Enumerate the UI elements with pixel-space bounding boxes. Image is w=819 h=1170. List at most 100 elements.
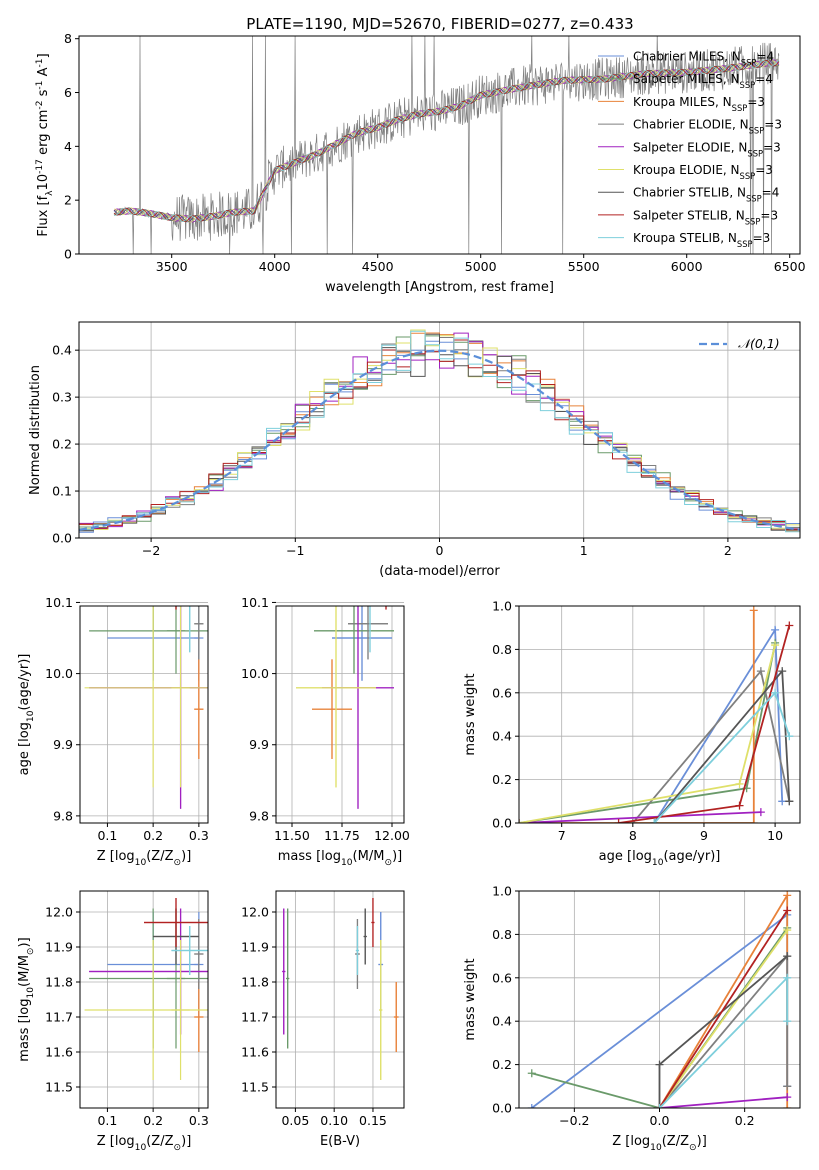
y-tick-label: 0.4 bbox=[52, 343, 72, 358]
weight-marker bbox=[783, 1093, 792, 1102]
weight-marker bbox=[749, 606, 758, 615]
mass_vs_Z-axes: 0.1 0.2 0.3 11.5 11.6 11.7 11.8 11.9 12.0 bbox=[45, 890, 209, 1128]
y-tick-label: 0.6 bbox=[492, 685, 512, 700]
weight-marker bbox=[527, 1104, 536, 1108]
x-axis-label: Z [log10(Z/Z⊙)] bbox=[97, 849, 192, 868]
legend-entry: Salpeter MILES, NSSP=4 bbox=[633, 72, 773, 90]
weight_vs_Z-axes: −0.2 0.0 0.2 0.0 0.2 0.4 0.6 0.8 1.0 bbox=[492, 884, 801, 1128]
x-tick-label: 4000 bbox=[259, 259, 291, 274]
legend-entry: Chabrier MILES, NSSP=4 bbox=[633, 50, 774, 68]
weight_vs_age-plot-area bbox=[519, 606, 794, 823]
y-tick-label: 1.0 bbox=[492, 599, 512, 614]
y-axis-label: Normed distribution bbox=[28, 365, 43, 495]
x-tick-label: 5000 bbox=[465, 259, 497, 274]
y-tick-label: 12.0 bbox=[45, 905, 73, 920]
x-axis-label: Z [log10(Z/Z⊙)] bbox=[612, 1134, 707, 1153]
y-axis-label: mass weight bbox=[463, 673, 478, 755]
y-tick-label: 11.8 bbox=[45, 975, 73, 990]
weight_vs_age-axes: 7 8 9 10 0.0 0.2 0.4 0.6 0.8 1.0 bbox=[492, 599, 801, 843]
y-tick-label: 0.8 bbox=[492, 642, 512, 657]
age_vs_mass-plot-area bbox=[296, 606, 394, 809]
model-line-4 bbox=[113, 59, 780, 223]
y-axis-label: age [log10(age/yr)] bbox=[17, 654, 36, 776]
y-tick-label: 11.8 bbox=[241, 975, 269, 990]
y-tick-label: 0.1 bbox=[52, 484, 72, 499]
y-axis-label: Flux [fλ10-17 erg cm-2 s-1 A-1] bbox=[35, 53, 55, 236]
y-tick-label: 10.0 bbox=[45, 666, 73, 681]
y-tick-label: 11.9 bbox=[241, 940, 269, 955]
x-axis-label: Z [log10(Z/Z⊙)] bbox=[97, 1134, 192, 1153]
weight_vs_Z-plot-area bbox=[527, 891, 792, 1108]
x-tick-label: −2 bbox=[142, 543, 160, 558]
y-tick-label: 10.1 bbox=[241, 595, 269, 610]
y-tick-label: 0.0 bbox=[52, 531, 72, 546]
x-axis-label: age [log10(age/yr)] bbox=[599, 849, 721, 868]
x-tick-label: −0.2 bbox=[559, 1113, 589, 1128]
x-tick-label: 0.3 bbox=[189, 828, 209, 843]
weight-marker bbox=[650, 819, 659, 823]
y-tick-label: 9.9 bbox=[249, 737, 269, 752]
legend-entry: Kroupa STELIB, NSSP=3 bbox=[633, 231, 770, 249]
mass_vs_Z-plot-area bbox=[84, 898, 208, 1080]
weight-line-4 bbox=[659, 1096, 788, 1108]
weight-marker bbox=[655, 1060, 664, 1069]
mass_vs_Z-frame bbox=[79, 890, 209, 1109]
weight-line-2 bbox=[658, 892, 789, 1108]
weight-line-3 bbox=[658, 953, 789, 1108]
y-tick-label: 0.2 bbox=[492, 1057, 512, 1072]
weight-marker bbox=[783, 1082, 792, 1091]
y-tick-label: 4 bbox=[64, 139, 72, 154]
age_vs_Z-plot-area bbox=[84, 606, 208, 809]
y-tick-label: 0.2 bbox=[52, 437, 72, 452]
weight-marker bbox=[735, 779, 744, 788]
x-tick-label: 12.00 bbox=[374, 828, 410, 843]
weight-marker bbox=[783, 1017, 792, 1026]
weight-marker bbox=[771, 625, 780, 634]
y-tick-label: 9.8 bbox=[53, 808, 73, 823]
x-tick-label: 4500 bbox=[362, 259, 394, 274]
weight-line-0 bbox=[653, 626, 784, 823]
y-tick-label: 11.5 bbox=[45, 1080, 73, 1095]
x-tick-label: 0.0 bbox=[650, 1113, 670, 1128]
y-tick-label: 11.5 bbox=[241, 1080, 269, 1095]
y-tick-label: 0.4 bbox=[492, 729, 512, 744]
x-axis-label: (data-model)/error bbox=[379, 564, 500, 579]
y-tick-label: 0.6 bbox=[492, 970, 512, 985]
y-axis-label: mass weight bbox=[463, 958, 478, 1040]
y-tick-label: 2 bbox=[64, 193, 72, 208]
x-tick-label: 0.05 bbox=[281, 1113, 309, 1128]
x-tick-label: 10 bbox=[767, 828, 783, 843]
y-tick-label: 0.2 bbox=[492, 772, 512, 787]
residuals-axes: −2 −1 0 1 2 0.0 0.1 0.2 0.3 0.4 bbox=[52, 321, 801, 558]
x-axis-label: E(B-V) bbox=[320, 1134, 360, 1149]
y-tick-label: 11.7 bbox=[241, 1010, 269, 1025]
weight-line-7 bbox=[658, 910, 788, 1108]
weight-marker bbox=[778, 667, 787, 676]
age_vs_Z-axes: 0.1 0.2 0.3 9.8 9.9 10.0 10.1 bbox=[45, 595, 209, 843]
legend-entry: Kroupa ELODIE, NSSP=3 bbox=[633, 163, 773, 181]
age_vs_mass-axes: 11.50 11.75 12.00 9.8 9.9 10.0 10.1 bbox=[241, 595, 410, 843]
weight-marker bbox=[771, 641, 780, 650]
y-tick-label: 11.9 bbox=[45, 940, 73, 955]
y-tick-label: 9.9 bbox=[53, 737, 73, 752]
weight-marker bbox=[778, 797, 787, 806]
weight-marker bbox=[771, 688, 780, 697]
y-tick-label: 6 bbox=[64, 85, 72, 100]
legend-entry: Chabrier ELODIE, NSSP=3 bbox=[633, 118, 782, 136]
x-tick-label: −1 bbox=[286, 543, 304, 558]
weight-marker bbox=[783, 1104, 792, 1108]
x-tick-label: 1 bbox=[580, 543, 588, 558]
legend-entry: Salpeter ELODIE, NSSP=3 bbox=[633, 140, 781, 158]
spectrum-axes: 3500 4000 4500 5000 5500 6000 6500 0 2 4 6 8 bbox=[64, 31, 806, 274]
x-tick-label: 0 bbox=[436, 543, 444, 558]
x-tick-label: 7 bbox=[558, 828, 566, 843]
weight-marker bbox=[783, 973, 792, 982]
weight-marker bbox=[783, 952, 792, 961]
model-line-8 bbox=[113, 59, 780, 222]
weight-line-5 bbox=[658, 929, 788, 1108]
legend-entry: Salpeter STELIB, NSSP=3 bbox=[633, 208, 778, 226]
model-line-7 bbox=[113, 59, 780, 223]
mass_vs_ebv-plot-area bbox=[282, 898, 399, 1080]
x-tick-label: 0.2 bbox=[143, 1113, 163, 1128]
